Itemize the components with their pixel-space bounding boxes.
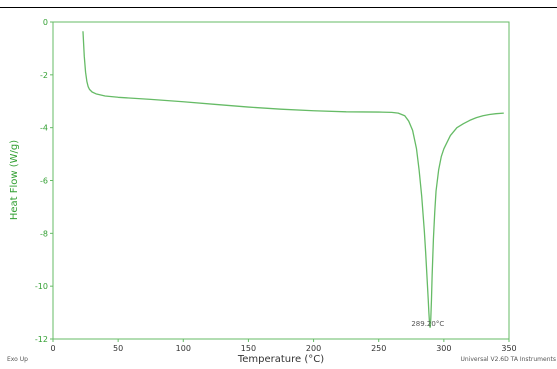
heat-flow-line — [82, 31, 504, 328]
y-tick-label: -2 — [40, 71, 48, 80]
x-tick-label: 200 — [306, 344, 321, 353]
y-axis-label: Heat Flow (W/g) — [9, 140, 20, 220]
x-tick-label: 150 — [241, 344, 256, 353]
y-tick-label: -12 — [35, 335, 48, 344]
x-tick-label: 250 — [371, 344, 386, 353]
instrument-label: Universal V2.6D TA Instruments — [461, 356, 556, 363]
y-tick-label: -10 — [35, 282, 48, 291]
y-tick-label: -4 — [40, 124, 48, 133]
x-tick-label: 50 — [113, 344, 123, 353]
x-axis-ticks: 0 50 100 150 200 250 300 350 — [50, 339, 517, 353]
y-tick-label: -8 — [40, 229, 48, 238]
y-tick-label: -6 — [40, 177, 48, 186]
series-layer — [82, 31, 504, 328]
x-tick-label: 300 — [436, 344, 451, 353]
exo-up-label: Exo Up — [7, 356, 28, 363]
x-tick-label: 100 — [176, 344, 191, 353]
x-axis-label: Temperature (°C) — [237, 354, 324, 365]
peak-annotation: 289.20°C — [411, 320, 444, 328]
annotation-layer: 289.20°C — [411, 320, 444, 328]
x-tick-label: 0 — [50, 344, 55, 353]
x-tick-label: 350 — [501, 344, 516, 353]
y-tick-label: 0 — [43, 18, 48, 27]
